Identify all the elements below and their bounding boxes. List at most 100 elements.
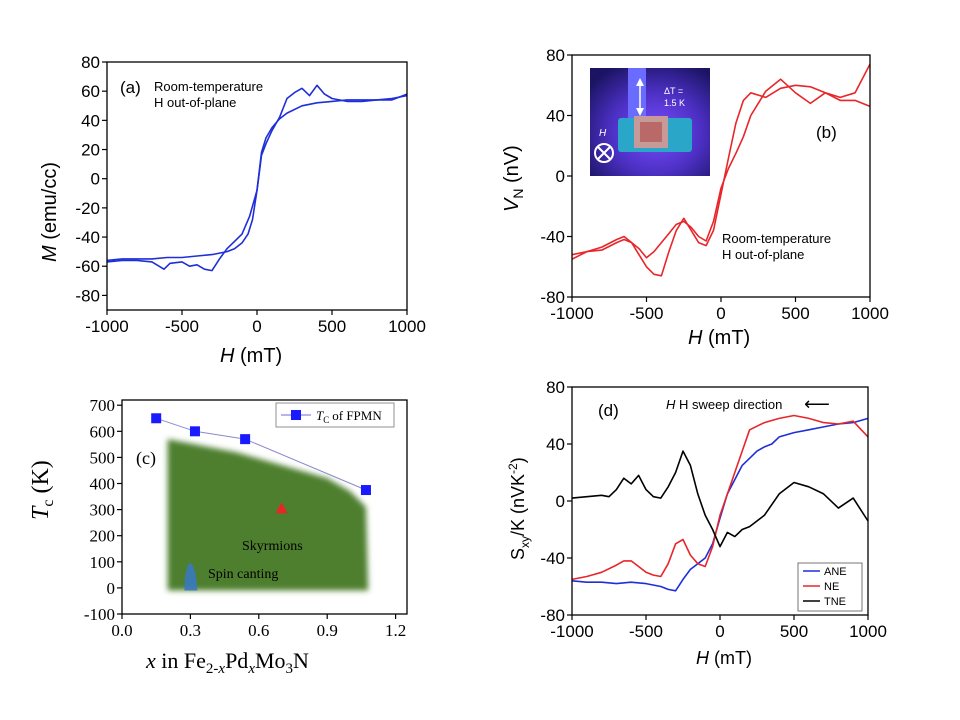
panel-c-legend: TC of FPMN bbox=[275, 402, 395, 428]
tc-connect-line bbox=[156, 417, 367, 491]
panel-b-xtick-label: 1000 bbox=[851, 304, 889, 323]
legend-marker bbox=[291, 410, 301, 420]
panel-a-series-line-1 bbox=[106, 84, 408, 272]
panel-a-ytick-label: 80 bbox=[81, 53, 100, 72]
tc-data-point bbox=[360, 485, 371, 496]
legend-ne: NE bbox=[824, 581, 839, 593]
panel-a-ytick-label: 60 bbox=[81, 82, 100, 101]
panel-a-xtick-label: 500 bbox=[318, 317, 346, 336]
panel-c-ytick-label: 400 bbox=[90, 475, 116, 494]
panel-a-note-1: Room-temperature bbox=[154, 79, 263, 94]
panel-b-xtick-label: 0 bbox=[716, 304, 725, 323]
panel-b-xtick-label: -500 bbox=[629, 304, 663, 323]
panel-a: -1000 -500 0 500 1000 -80 -60 -40 -20 0 20 40 60 80 (… bbox=[39, 53, 426, 367]
panel-b-frame bbox=[571, 54, 871, 298]
panel-b: -1000 -500 0 500 1000 -80 -40 0 40 80 ΔT = 1.5 K bbox=[501, 46, 889, 349]
panel-c-label: (c) bbox=[136, 448, 156, 469]
panel-d-ytick-label: 80 bbox=[546, 378, 565, 397]
legend-label: TC of FPMN bbox=[316, 408, 382, 425]
panel-d-ytick-label: -40 bbox=[540, 549, 565, 568]
spin-canting-region bbox=[184, 563, 198, 591]
panel-b-ytick-label: 80 bbox=[546, 46, 565, 65]
skyrmion-region bbox=[167, 439, 369, 591]
panel-a-ytick-label: -20 bbox=[75, 199, 100, 218]
panel-a-ylabel: M (emu/cc) bbox=[39, 162, 61, 262]
panel-d-xtick-label: 500 bbox=[780, 622, 808, 641]
panel-d-series-line-tne bbox=[571, 450, 869, 548]
panel-c-ytick-label: -100 bbox=[84, 605, 115, 624]
panel-d-ytick-label: 40 bbox=[546, 435, 565, 454]
panel-d-plot: -1000 -500 0 500 1000 -80 -40 0 40 80 bbox=[540, 378, 886, 641]
panel-a-note-2: H out-of-plane bbox=[154, 95, 236, 110]
panel-c-xtick-label: 0.3 bbox=[180, 621, 201, 640]
panel-c-xtick-label: 1.2 bbox=[385, 621, 406, 640]
panel-c-frame bbox=[121, 399, 408, 615]
panel-d-xtick-label: 1000 bbox=[849, 622, 887, 641]
tc-data-point bbox=[240, 434, 251, 445]
panel-b-note-1: Room-temperature bbox=[722, 231, 831, 246]
panel-c-ytick-label: 0 bbox=[107, 579, 116, 598]
panel-c-ytick-label: 600 bbox=[90, 422, 116, 441]
sweep-arrow-icon: ⟵ bbox=[804, 394, 830, 415]
panel-b-plot: -1000 -500 0 500 1000 -80 -40 0 40 80 bbox=[540, 46, 888, 323]
panel-b-label: (b) bbox=[816, 123, 837, 142]
panel-c-ytick-label: 200 bbox=[90, 527, 116, 546]
tc-data-point bbox=[189, 426, 200, 437]
legend-tne: TNE bbox=[824, 596, 846, 608]
panel-a-series-line-0 bbox=[106, 94, 408, 262]
panel-a-xtick-label: 1000 bbox=[388, 317, 426, 336]
panel-c-xtick-label: 0.9 bbox=[317, 621, 338, 640]
panel-c-ytick-label: 300 bbox=[90, 501, 116, 520]
panel-d-label: (d) bbox=[598, 401, 619, 420]
panel-c-ytick-label: 700 bbox=[90, 396, 116, 415]
panel-d-xlabel: H (mT) bbox=[696, 648, 752, 668]
panel-a-xtick-label: 0 bbox=[252, 317, 261, 336]
panel-a-ytick-label: 40 bbox=[81, 111, 100, 130]
panel-b-xtick-label: 500 bbox=[781, 304, 809, 323]
panel-c-xtick-label: 0.0 bbox=[111, 621, 132, 640]
region-skyrmions: Skyrmions bbox=[242, 539, 303, 554]
panel-b-ytick-label: -40 bbox=[540, 228, 565, 247]
legend-ane: ANE bbox=[824, 566, 847, 578]
panel-b-note-2: H out-of-plane bbox=[722, 247, 804, 262]
panel-b-xtick-label: -1000 bbox=[550, 304, 593, 323]
panel-b-ylabel: VN (nV) bbox=[501, 145, 526, 212]
panel-d-legend: ANE NE TNE bbox=[797, 562, 863, 612]
panel-c-ylabel: Tc (K) bbox=[28, 460, 57, 520]
panel-d-ytick-label: 0 bbox=[556, 492, 565, 511]
room-temp-marker bbox=[275, 502, 288, 514]
panel-c-plot: 0.0 0.3 0.6 0.9 1.2 -100 0 100 200 300 400 500 600 70… bbox=[84, 396, 406, 640]
panel-a-plot: -1000 -500 0 500 1000 -80 -60 -40 -20 0 20 40 60 80 bbox=[75, 53, 425, 336]
panel-a-label: (a) bbox=[120, 78, 141, 97]
panel-b-ytick-label: -80 bbox=[540, 288, 565, 307]
panel-d-xtick-label: 0 bbox=[715, 622, 724, 641]
panel-b-ytick-label: 40 bbox=[546, 107, 565, 126]
inset-h-label: H bbox=[599, 128, 607, 139]
panel-a-frame bbox=[106, 61, 408, 311]
tc-data-point bbox=[151, 413, 162, 424]
panel-b-xlabel: H (mT) bbox=[688, 327, 750, 349]
panel-d-frame bbox=[571, 386, 869, 616]
panel-d-series-line-ne bbox=[571, 414, 869, 581]
panel-b-ytick-label: 0 bbox=[556, 167, 565, 186]
panel-d-xtick-label: -500 bbox=[629, 622, 663, 641]
panel-a-ytick-label: 0 bbox=[91, 170, 100, 189]
panel-a-ytick-label: -80 bbox=[75, 286, 100, 305]
panel-d-ylabel: Sxy/K (nVK-2) bbox=[506, 457, 532, 560]
inset-photo: ΔT = 1.5 K H bbox=[590, 68, 710, 176]
panel-a-ytick-label: -60 bbox=[75, 257, 100, 276]
panel-d-ytick-label: -80 bbox=[540, 606, 565, 625]
panel-c: 0.0 0.3 0.6 0.9 1.2 -100 0 100 200 300 400 500 600 70… bbox=[28, 396, 408, 677]
panel-c-ytick-label: 100 bbox=[90, 553, 116, 572]
region-spin-canting: Spin canting bbox=[208, 567, 278, 582]
panel-a-xtick-label: -1000 bbox=[85, 317, 128, 336]
panel-d-note: H H sweep direction bbox=[666, 397, 782, 412]
panel-d: -1000 -500 0 500 1000 -80 -40 0 40 80 (d) H H swe… bbox=[506, 378, 887, 668]
panel-c-xlabel: x in Fe2-xPdxMo3N bbox=[145, 648, 309, 677]
panel-b-series-line-1 bbox=[571, 78, 871, 259]
panel-c-ytick-label: 500 bbox=[90, 448, 116, 467]
panel-a-xtick-label: -500 bbox=[165, 317, 199, 336]
panel-a-ytick-label: -40 bbox=[75, 228, 100, 247]
panel-d-xtick-label: -1000 bbox=[550, 622, 593, 641]
